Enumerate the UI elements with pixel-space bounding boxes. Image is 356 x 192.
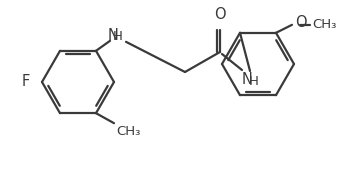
Text: O: O <box>214 7 226 22</box>
Text: H: H <box>113 30 123 43</box>
Text: CH₃: CH₃ <box>312 18 336 31</box>
Text: CH₃: CH₃ <box>116 125 140 138</box>
Text: F: F <box>22 74 30 89</box>
Text: H: H <box>249 75 259 88</box>
Text: O: O <box>295 15 307 30</box>
Text: N: N <box>242 72 253 87</box>
Text: N: N <box>108 28 119 43</box>
